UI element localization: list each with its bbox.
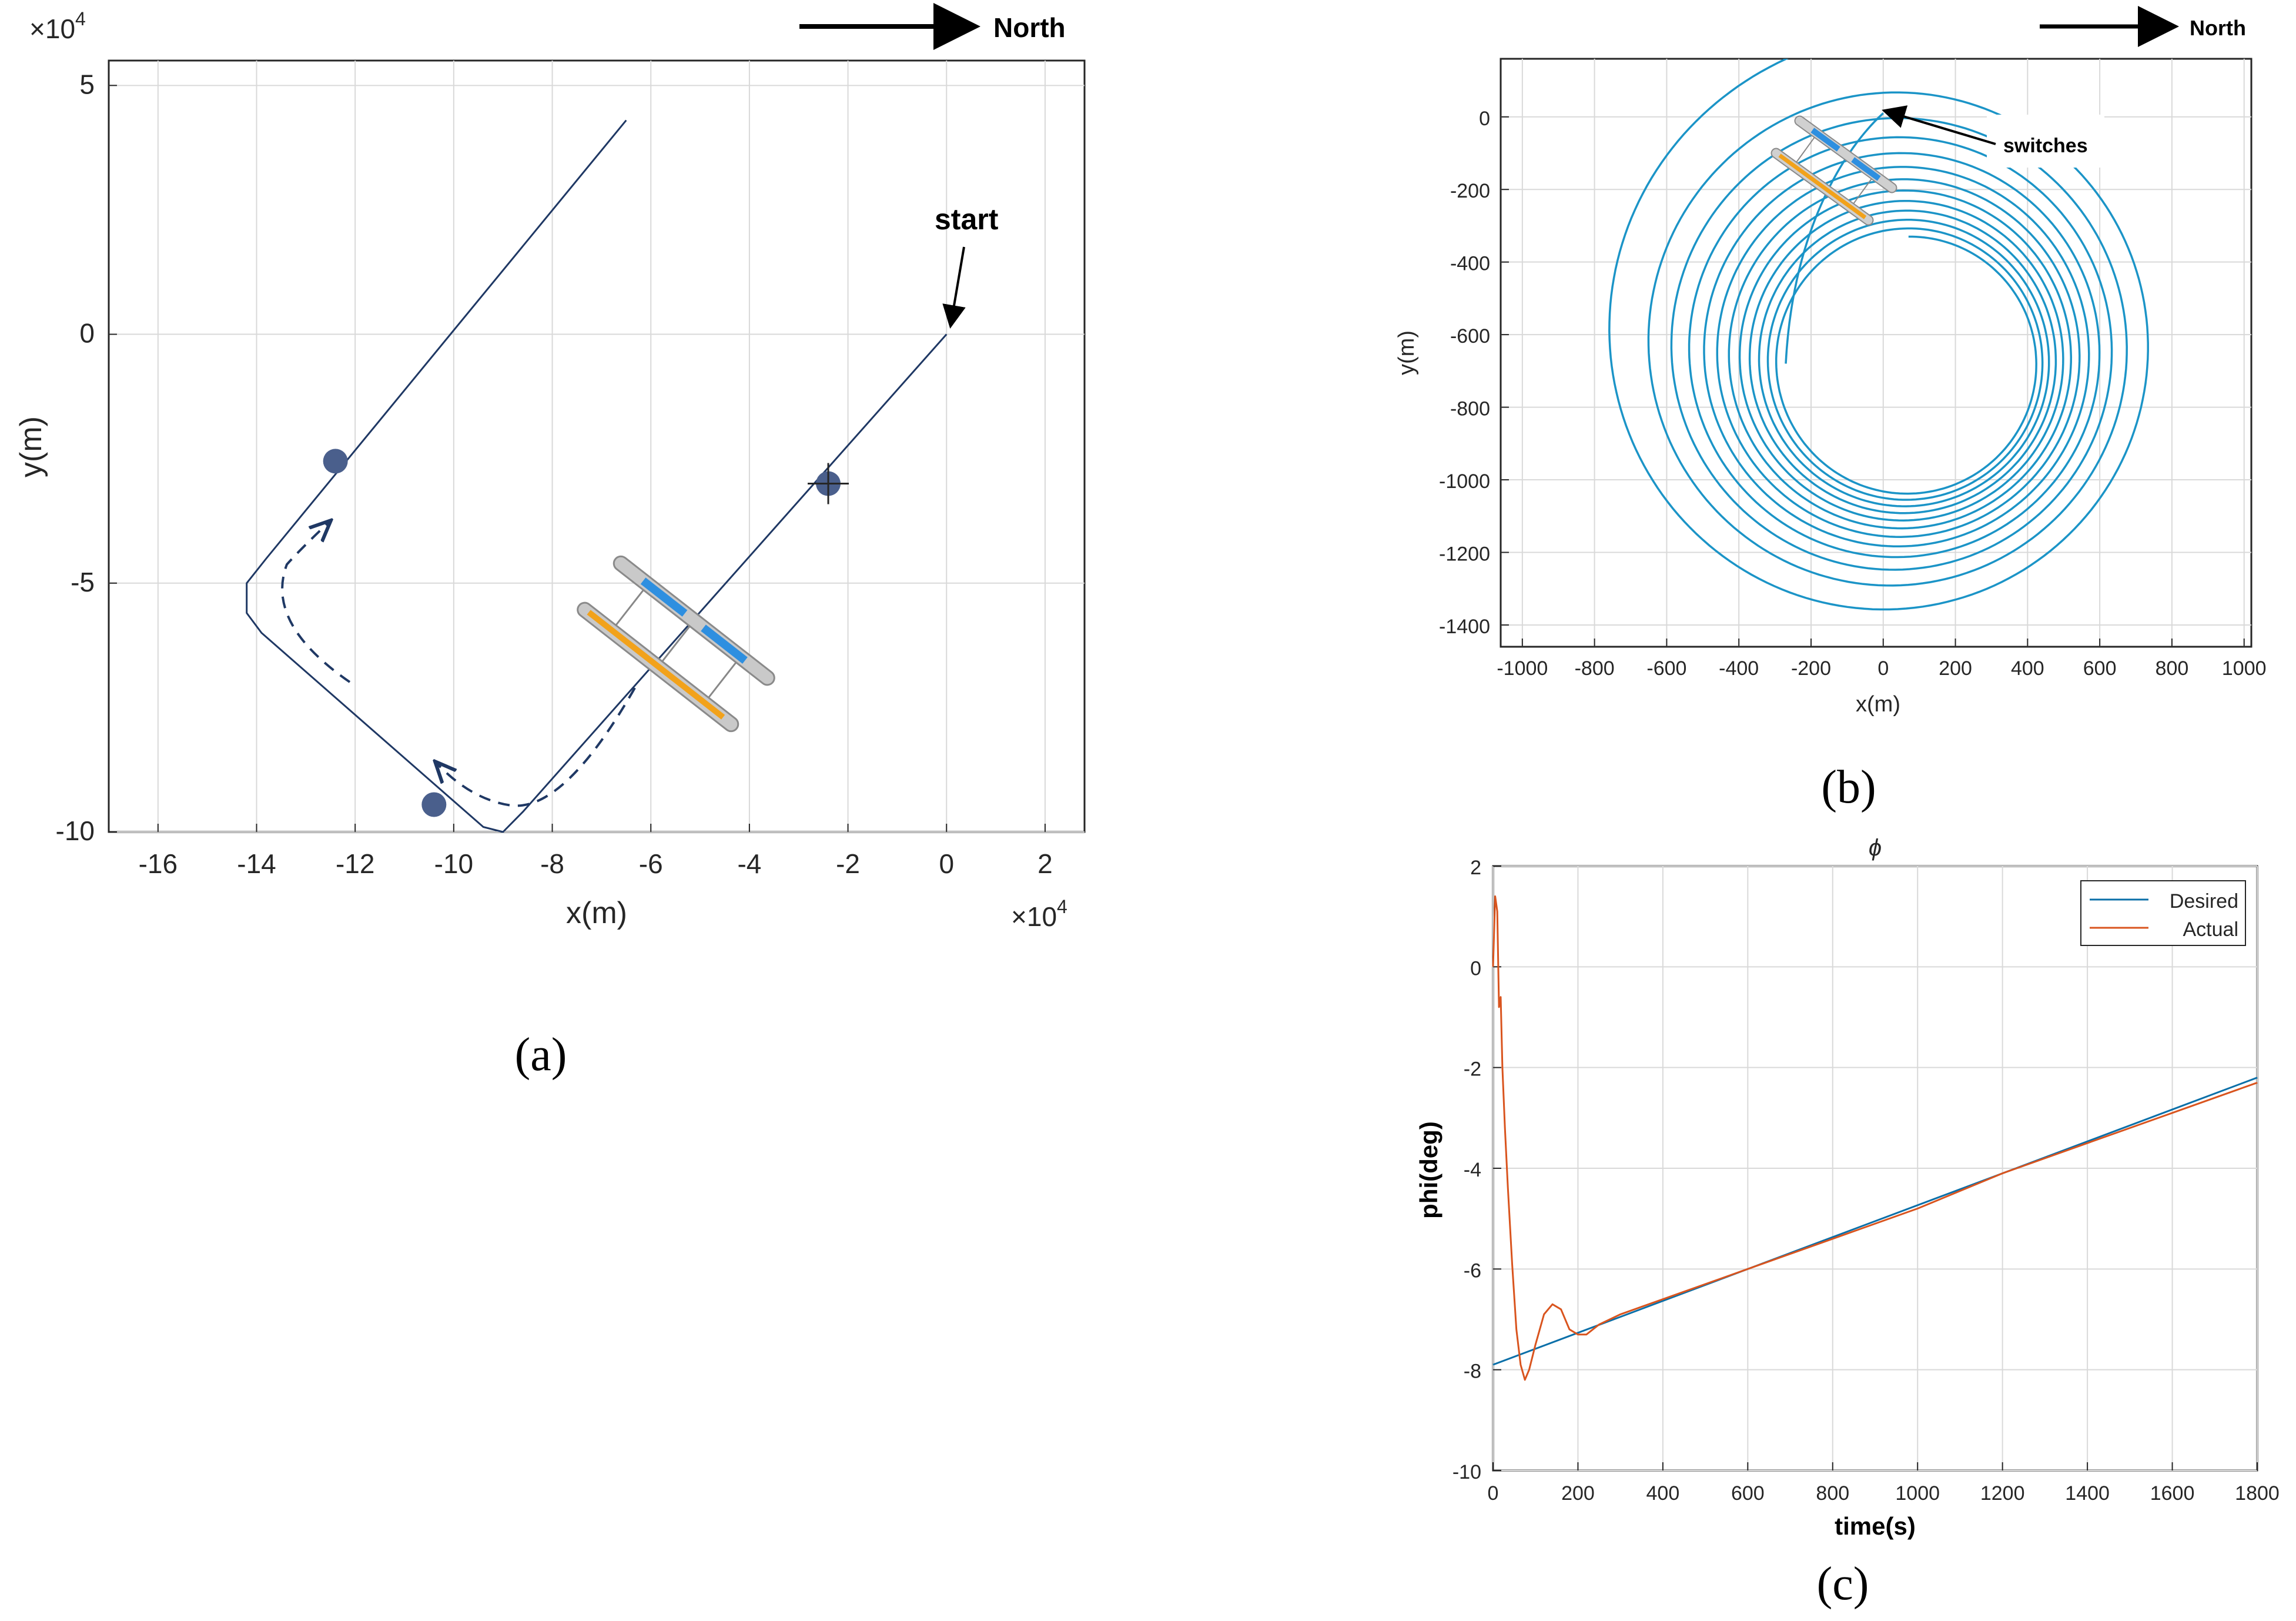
dashed-direction-arrow-bottom xyxy=(435,687,636,807)
a-xtick-label: -14 xyxy=(237,848,276,879)
c-ytick-label: -2 xyxy=(1464,1058,1481,1081)
x-axis-label-a: x(m) xyxy=(566,896,627,930)
legend-label-actual: Actual xyxy=(2183,918,2239,941)
b-ytick-label: -1200 xyxy=(1439,543,1490,566)
y-axis-label-b: y(m) xyxy=(1394,330,1419,375)
b-xtick-label: 0 xyxy=(1877,657,1889,680)
b-xtick-label: -1000 xyxy=(1497,657,1548,680)
panel-a-chart: North -16 -14 -12 -10 -8 -6 -4 -2 0 2 -10 -5 0 5 star… xyxy=(14,3,1086,1081)
north-label-b: North xyxy=(2190,16,2246,40)
c-ytick-label: 2 xyxy=(1470,857,1481,879)
c-ytick-label: -8 xyxy=(1464,1361,1481,1383)
chart-title-c: ϕ xyxy=(1869,835,1882,861)
b-xtick-label: 600 xyxy=(2083,657,2117,680)
legend-label-desired: Desired xyxy=(2170,890,2238,913)
panel-label-a: (a) xyxy=(515,1029,567,1081)
trajectory-line xyxy=(246,119,948,833)
start-annotation: start xyxy=(935,203,999,236)
b-xtick-label: 1000 xyxy=(2222,657,2267,680)
panel-c-chart: 0 200 400 600 800 1000 1200 1400 1600 1800 2 0 -2 -4 -… xyxy=(1415,835,2280,1610)
entry-segment xyxy=(1785,112,1884,364)
y-axis-label-a: y(m) xyxy=(14,416,48,477)
ticks-a: -16 -14 -12 -10 -8 -6 -4 -2 0 2 -10 -5 0 5 xyxy=(56,69,1053,879)
plot-frame-b xyxy=(1500,58,2253,648)
legend-c: Desired Actual xyxy=(2080,880,2246,946)
b-ytick-label: -1400 xyxy=(1439,616,1490,638)
a-xtick-label: -4 xyxy=(737,848,761,879)
panel-label-b: (b) xyxy=(1821,761,1876,813)
a-xtick-label: -16 xyxy=(139,848,178,879)
a-xtick-label: -2 xyxy=(836,848,860,879)
b-ytick-label: -200 xyxy=(1450,180,1490,202)
b-xtick-label: -800 xyxy=(1575,657,1615,680)
c-ytick-label: 0 xyxy=(1470,957,1481,980)
b-ytick-label: 0 xyxy=(1479,108,1490,130)
b-xtick-label: 400 xyxy=(2011,657,2044,680)
catamaran-vessel-icon-a xyxy=(577,555,775,733)
series-desired xyxy=(1492,1077,2258,1366)
waypoint-marker xyxy=(323,449,348,474)
b-ytick-label: -800 xyxy=(1450,398,1490,420)
gridlines-b xyxy=(1501,59,2251,647)
ticks-c: 0 200 400 600 800 1000 1200 1400 1600 1800 2 0 -2 -4 -… xyxy=(1452,857,2280,1505)
switches-label-bg xyxy=(1987,115,2104,168)
b-ytick-label: -1000 xyxy=(1439,470,1490,493)
plot-frame-a xyxy=(108,59,1086,833)
waypoint-marker xyxy=(421,792,447,817)
x-axis-label-b: x(m) xyxy=(1856,692,1900,717)
switches-arrow xyxy=(1882,105,1996,145)
north-label-a: North xyxy=(993,12,1066,43)
a-ytick-label: 0 xyxy=(79,318,95,349)
y-exponent-a: ×104 xyxy=(29,8,86,44)
c-xtick-label: 1400 xyxy=(2065,1482,2110,1505)
c-xtick-label: 0 xyxy=(1488,1482,1499,1505)
a-xtick-label: 0 xyxy=(939,848,954,879)
b-ytick-label: -400 xyxy=(1450,253,1490,275)
panel-label-c: (c) xyxy=(1817,1558,1869,1610)
c-xtick-label: 200 xyxy=(1561,1482,1595,1505)
c-ytick-label: -6 xyxy=(1464,1259,1481,1282)
b-xtick-label: -600 xyxy=(1646,657,1686,680)
c-xtick-label: 1000 xyxy=(1895,1482,1940,1505)
x-axis-label-c: time(s) xyxy=(1835,1512,1916,1540)
y-axis-label-c: phi(deg) xyxy=(1415,1121,1442,1219)
series-lines-c xyxy=(1492,895,2258,1381)
b-xtick-label: -400 xyxy=(1719,657,1759,680)
a-ytick-label: 5 xyxy=(79,69,95,99)
legend-box xyxy=(2080,880,2246,946)
c-xtick-label: 400 xyxy=(1646,1482,1680,1505)
b-xtick-label: 200 xyxy=(1939,657,1972,680)
a-ytick-label: -5 xyxy=(71,567,95,597)
c-xtick-label: 1800 xyxy=(2235,1482,2280,1505)
x-exponent-a: ×104 xyxy=(1011,896,1067,932)
catamaran-vessel-icon-b xyxy=(1770,115,1897,226)
c-ytick-label: -4 xyxy=(1464,1159,1481,1181)
c-xtick-label: 1600 xyxy=(2150,1482,2195,1505)
series-actual xyxy=(1492,895,2258,1381)
c-xtick-label: 1200 xyxy=(1980,1482,2025,1505)
ticks-b: -1000 -800 -600 -400 -200 0 200 400 600 800 1000 0 -… xyxy=(1439,108,2267,680)
a-ytick-label: -10 xyxy=(56,815,95,846)
a-xtick-label: -12 xyxy=(336,848,374,879)
c-ytick-label: -10 xyxy=(1452,1461,1481,1483)
a-xtick-label: -8 xyxy=(540,848,564,879)
b-xtick-label: -200 xyxy=(1791,657,1831,680)
crosshair-marker xyxy=(808,463,849,504)
c-xtick-label: 600 xyxy=(1731,1482,1765,1505)
start-arrow xyxy=(942,246,966,329)
switches-annotation: switches xyxy=(2003,135,2088,157)
a-xtick-label: -6 xyxy=(639,848,663,879)
trajectory-a xyxy=(246,119,948,833)
a-xtick-label: 2 xyxy=(1037,848,1053,879)
dashed-direction-arrow-left xyxy=(281,520,351,683)
gridlines-a xyxy=(109,61,1085,833)
c-xtick-label: 800 xyxy=(1816,1482,1849,1505)
a-xtick-label: -10 xyxy=(434,848,473,879)
panel-b-chart: North -1000 -800 -600 -400 -200 0 200 400 600 800… xyxy=(1394,6,2267,813)
b-ytick-label: -600 xyxy=(1450,325,1490,347)
b-xtick-label: 800 xyxy=(2156,657,2189,680)
